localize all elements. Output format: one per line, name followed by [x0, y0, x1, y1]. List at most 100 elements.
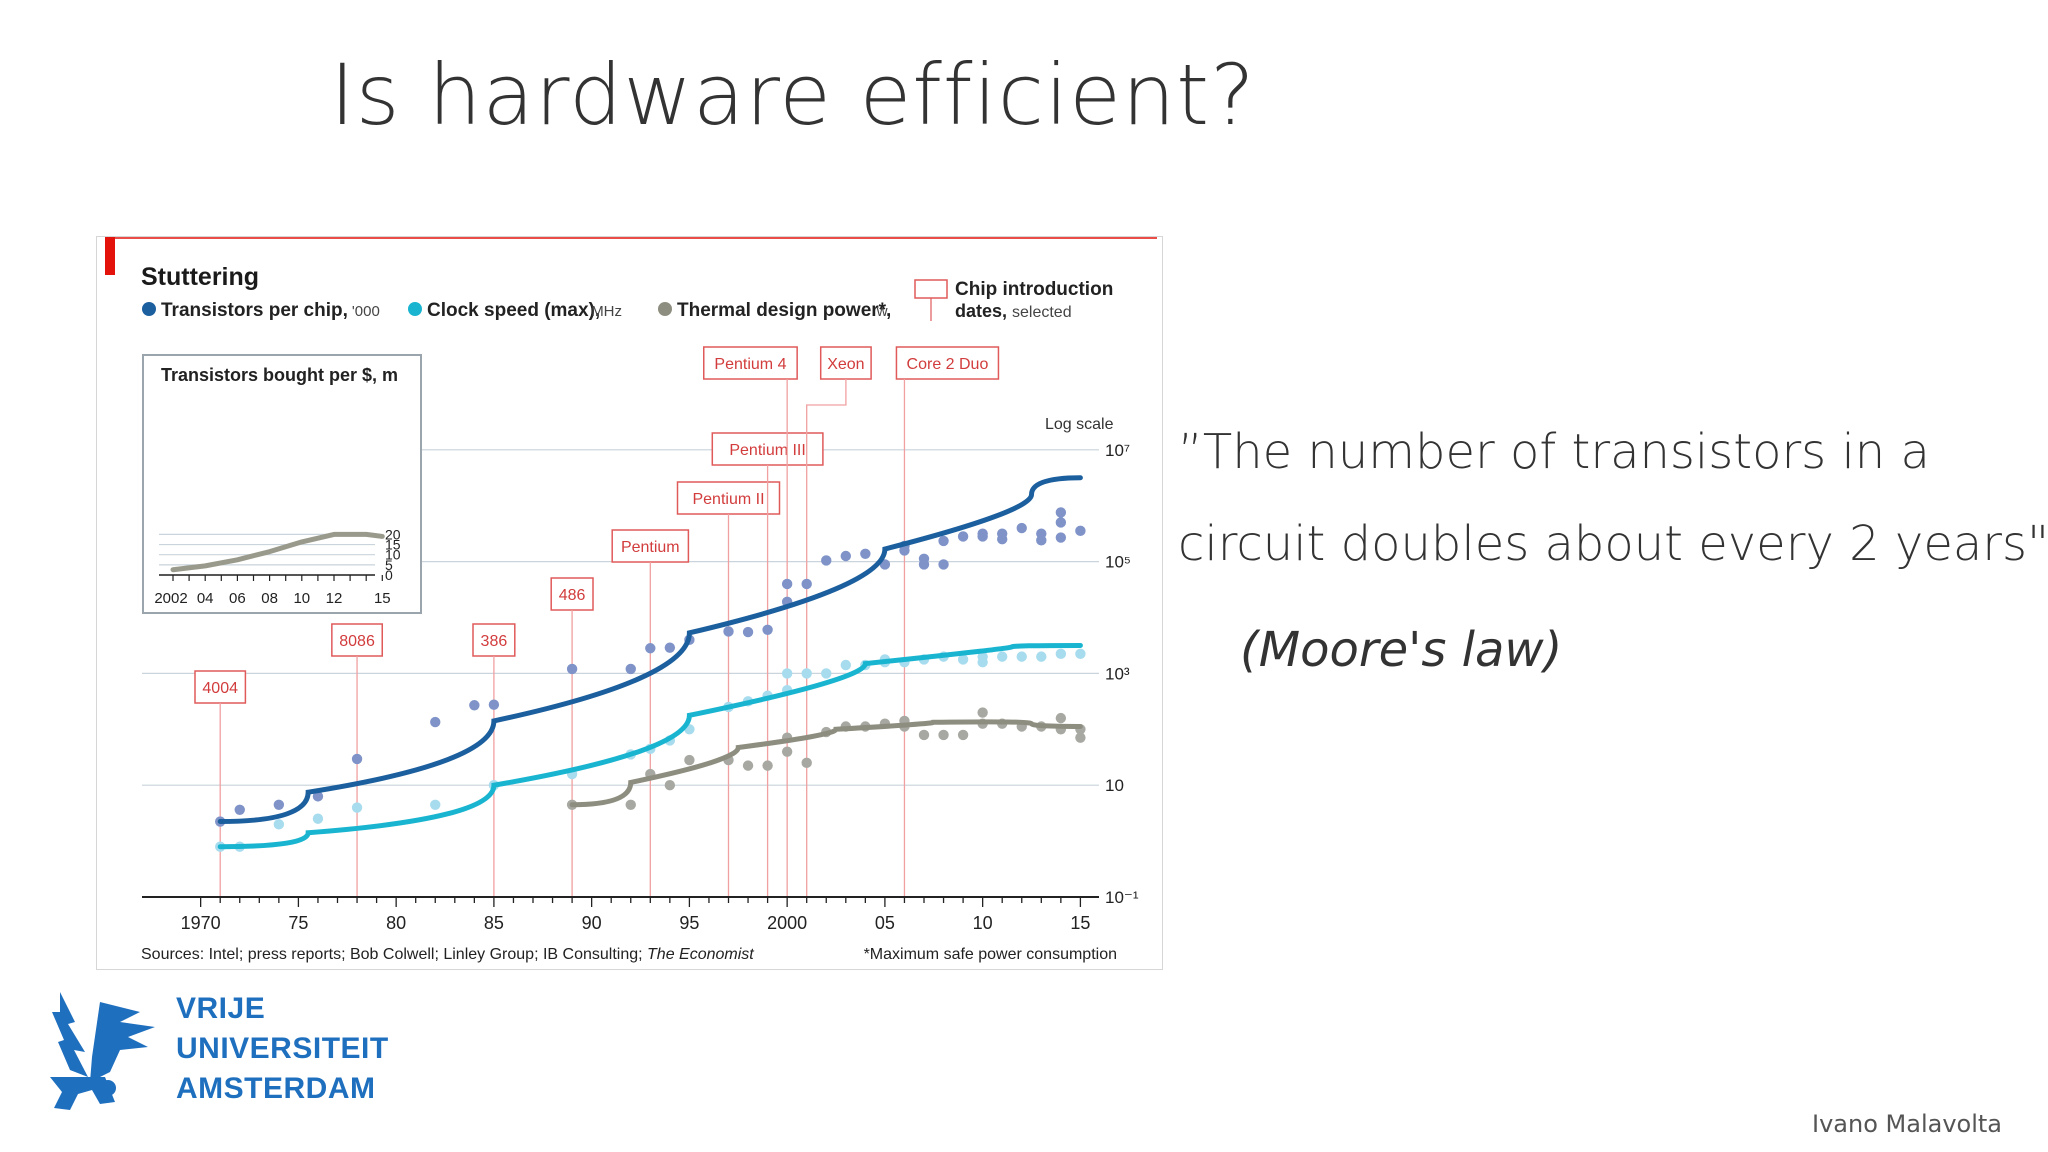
data-point: [840, 550, 851, 562]
chip-date-box: [611, 529, 690, 563]
data-point: [1055, 517, 1067, 528]
inset-y-tick-label: 10: [385, 547, 401, 563]
source-italic: The Economist: [647, 946, 754, 963]
data-point: [899, 545, 910, 556]
data-point: [762, 624, 773, 635]
log-scale-label: Log scale: [1045, 416, 1114, 433]
chip-date-label: Pentium: [621, 539, 680, 556]
data-point: [312, 791, 324, 802]
inset-y-tick-label: 5: [385, 557, 393, 573]
inset-x-tick-label: 2002: [154, 590, 187, 607]
legend-label: Thermal design power*,: [677, 300, 891, 321]
data-point: [469, 700, 480, 711]
author-name: Ivano Malavolta: [1812, 1110, 2002, 1138]
chip-date-label: Core 2 Duo: [907, 356, 989, 373]
data-point: [351, 753, 363, 765]
legend-chip-label: Chip introduction: [955, 279, 1113, 300]
data-point: [1055, 532, 1067, 543]
trend-line: [217, 475, 1083, 825]
data-point: [977, 657, 988, 668]
y-tick-label: 10: [1105, 776, 1124, 795]
data-point: [684, 754, 695, 766]
chip-date-label: Pentium II: [692, 491, 764, 508]
chip-date-label: 486: [559, 587, 586, 604]
data-point: [1075, 732, 1086, 743]
data-point: [566, 663, 578, 675]
data-point: [860, 548, 871, 559]
legend-marker: [142, 302, 156, 316]
x-tick-label: 95: [679, 913, 699, 933]
data-point: [1055, 507, 1067, 518]
inset-x-tick-label: 04: [197, 590, 214, 607]
data-point: [821, 555, 832, 566]
data-point: [625, 663, 636, 675]
inset-x-tick-label: 06: [229, 590, 246, 607]
chip-date-label: Xeon: [827, 356, 864, 373]
data-point: [273, 819, 285, 830]
data-point: [977, 528, 988, 539]
inset-y-tick-label: 20: [385, 526, 401, 542]
data-point: [1036, 651, 1047, 662]
data-point: [938, 559, 949, 570]
data-point: [488, 699, 500, 710]
legend-unit: MHz: [591, 303, 622, 320]
data-point: [723, 626, 734, 637]
x-tick-label: 2000: [767, 913, 807, 933]
data-point: [430, 716, 441, 728]
y-tick-label: 10⁷: [1105, 441, 1130, 460]
chip-date-box: [895, 346, 1000, 380]
data-point: [664, 642, 676, 653]
legend-label: Transistors per chip,: [161, 300, 348, 321]
chip-date-label: Pentium III: [729, 442, 805, 459]
inset-x-tick-label: 15: [374, 590, 391, 607]
data-point: [801, 578, 812, 590]
data-point: [781, 578, 793, 590]
data-point: [1055, 648, 1067, 660]
data-point: [1036, 528, 1047, 539]
data-point: [918, 729, 930, 741]
chip-date-label: Pentium 4: [714, 356, 786, 373]
data-point: [625, 799, 636, 810]
data-point: [918, 553, 930, 565]
chip-date-label: 4004: [202, 680, 238, 697]
data-point: [997, 534, 1008, 545]
quote-attribution: (Moore's law): [1240, 622, 1563, 678]
data-point: [1016, 651, 1027, 662]
data-point: [742, 626, 754, 638]
legend-chip-sublabel: dates,: [955, 301, 1007, 321]
stuttering-chart-svg: Stuttering Transistors per chip, '000 Clock…: [105, 237, 1157, 963]
inset-x-tick-label: 10: [293, 590, 310, 607]
data-point: [1075, 525, 1086, 537]
footnote-text: *Maximum safe power consumption: [864, 946, 1117, 963]
legend-chip-box: [914, 279, 948, 299]
trend-line: [217, 642, 1083, 850]
x-tick-label: 05: [875, 913, 895, 933]
data-point: [1055, 712, 1067, 724]
chart-title: Stuttering: [141, 263, 259, 291]
data-point: [762, 760, 773, 771]
data-point: [351, 802, 363, 813]
chip-date-label: 8086: [339, 633, 375, 650]
source-text: Sources: Intel; press reports; Bob Colwe…: [141, 946, 754, 963]
data-point: [957, 729, 969, 741]
university-logo: VRIJE UNIVERSITEIT AMSTERDAM: [30, 982, 410, 1122]
logo-text-line-2: UNIVERSITEIT: [176, 1032, 389, 1065]
chip-date-label: 386: [481, 633, 508, 650]
inset-y-tick-label: 0: [385, 567, 393, 583]
data-point: [742, 760, 754, 771]
x-tick-label: 85: [484, 913, 504, 933]
legend-unit: '000: [352, 303, 380, 320]
x-tick-label: 1970: [181, 913, 221, 933]
x-tick-label: 10: [973, 913, 993, 933]
data-point: [840, 659, 851, 671]
logo-text-line-3: AMSTERDAM: [176, 1072, 376, 1105]
x-tick-label: 90: [582, 913, 602, 933]
data-point: [938, 535, 949, 547]
quote-line-1: ”The number of transistors in a: [1178, 424, 1930, 480]
data-point: [781, 668, 793, 679]
data-point: [234, 804, 245, 815]
data-point: [938, 729, 949, 741]
legend-marker: [658, 302, 672, 316]
data-point: [801, 757, 812, 769]
x-tick-label: 75: [288, 913, 308, 933]
